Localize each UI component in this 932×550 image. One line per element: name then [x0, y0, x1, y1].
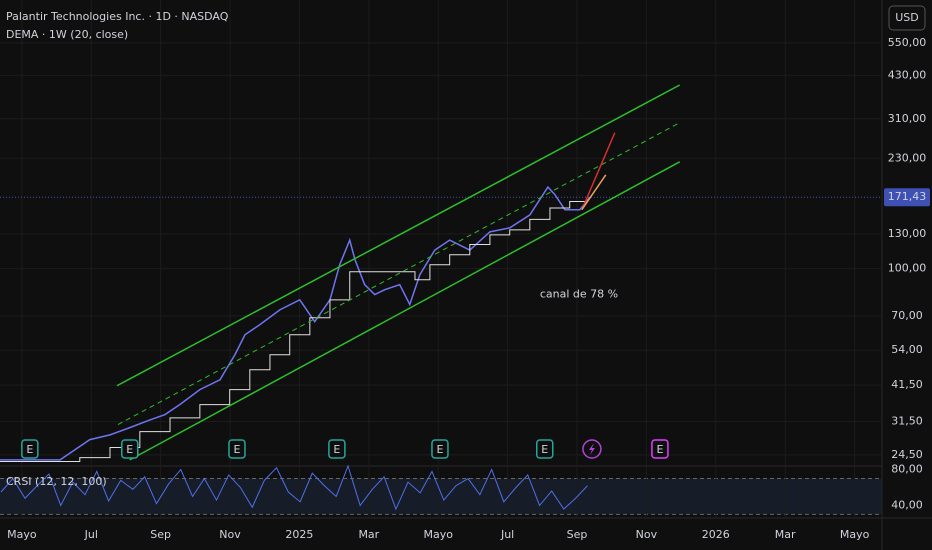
y-tick-label: 230,00 [888, 151, 927, 164]
series-line [0, 185, 591, 461]
plot [0, 84, 882, 511]
last-price-label: 171,43 [888, 190, 927, 203]
event-label: E [126, 443, 133, 456]
event-icon [431, 439, 449, 459]
currency-button[interactable] [888, 5, 926, 31]
x-tick-label: Nov [636, 528, 658, 541]
y-tick-label: 80,00 [891, 463, 923, 476]
y-tick-label: 130,00 [888, 227, 927, 240]
event-label: E [656, 443, 663, 456]
last-price-badge [884, 188, 930, 207]
series-line [117, 122, 680, 426]
x-tick-label: 2025 [285, 528, 313, 541]
band-fill [0, 478, 882, 515]
event-label: E [436, 443, 443, 456]
x-tick-label: 2026 [702, 528, 730, 541]
indicator-label: DEMA · 1W (20, close) [6, 28, 128, 41]
event-label: E [26, 443, 33, 456]
event-icon [535, 439, 554, 459]
event-icon-bolt [588, 443, 595, 455]
series-line [581, 174, 607, 211]
event-icon [228, 439, 246, 459]
y-tick-label: 24,50 [891, 448, 923, 461]
event-icon [21, 439, 39, 459]
x-tick-label: Mar [775, 528, 796, 541]
x-tick-label: Sep [567, 528, 588, 541]
annotation: canal de 78 % [540, 288, 618, 301]
x-tick-label: Sep [150, 528, 171, 541]
event-icon [651, 439, 669, 459]
x-tick-label: Mayo [840, 528, 870, 541]
x-tick-label: Mar [358, 528, 379, 541]
y-tick-label: 550,00 [888, 36, 927, 49]
x-tick-label: Jul [500, 528, 514, 541]
y-tick-label: 31,50 [891, 415, 923, 428]
event-label: E [541, 443, 548, 456]
currency-label[interactable]: USD [895, 11, 919, 24]
y-tick-label: 70,00 [891, 309, 923, 322]
event-icon [328, 439, 346, 459]
oscillator-label: CRSI (12, 12, 100) [6, 475, 107, 488]
event-icon [582, 439, 602, 459]
y-tick-label: 54,00 [891, 343, 923, 356]
x-tick-label: Nov [219, 528, 241, 541]
event-label: E [234, 443, 241, 456]
chart-title: Palantir Technologies Inc. · 1D · NASDAQ [6, 10, 229, 23]
y-tick-label: 40,00 [891, 498, 923, 511]
series-line [0, 464, 588, 511]
series-line [116, 84, 681, 387]
series-line [581, 132, 616, 211]
series-line [129, 161, 681, 461]
event-label: E [333, 443, 340, 456]
x-tick-label: Mayo [423, 528, 453, 541]
x-tick-label: Mayo [7, 528, 37, 541]
x-tick-label: Jul [84, 528, 98, 541]
y-tick-label: 430,00 [888, 68, 927, 81]
y-tick-label: 310,00 [888, 112, 927, 125]
event-icon [121, 439, 139, 459]
y-tick-label: 100,00 [888, 262, 927, 275]
y-tick-label: 41,50 [891, 378, 923, 391]
